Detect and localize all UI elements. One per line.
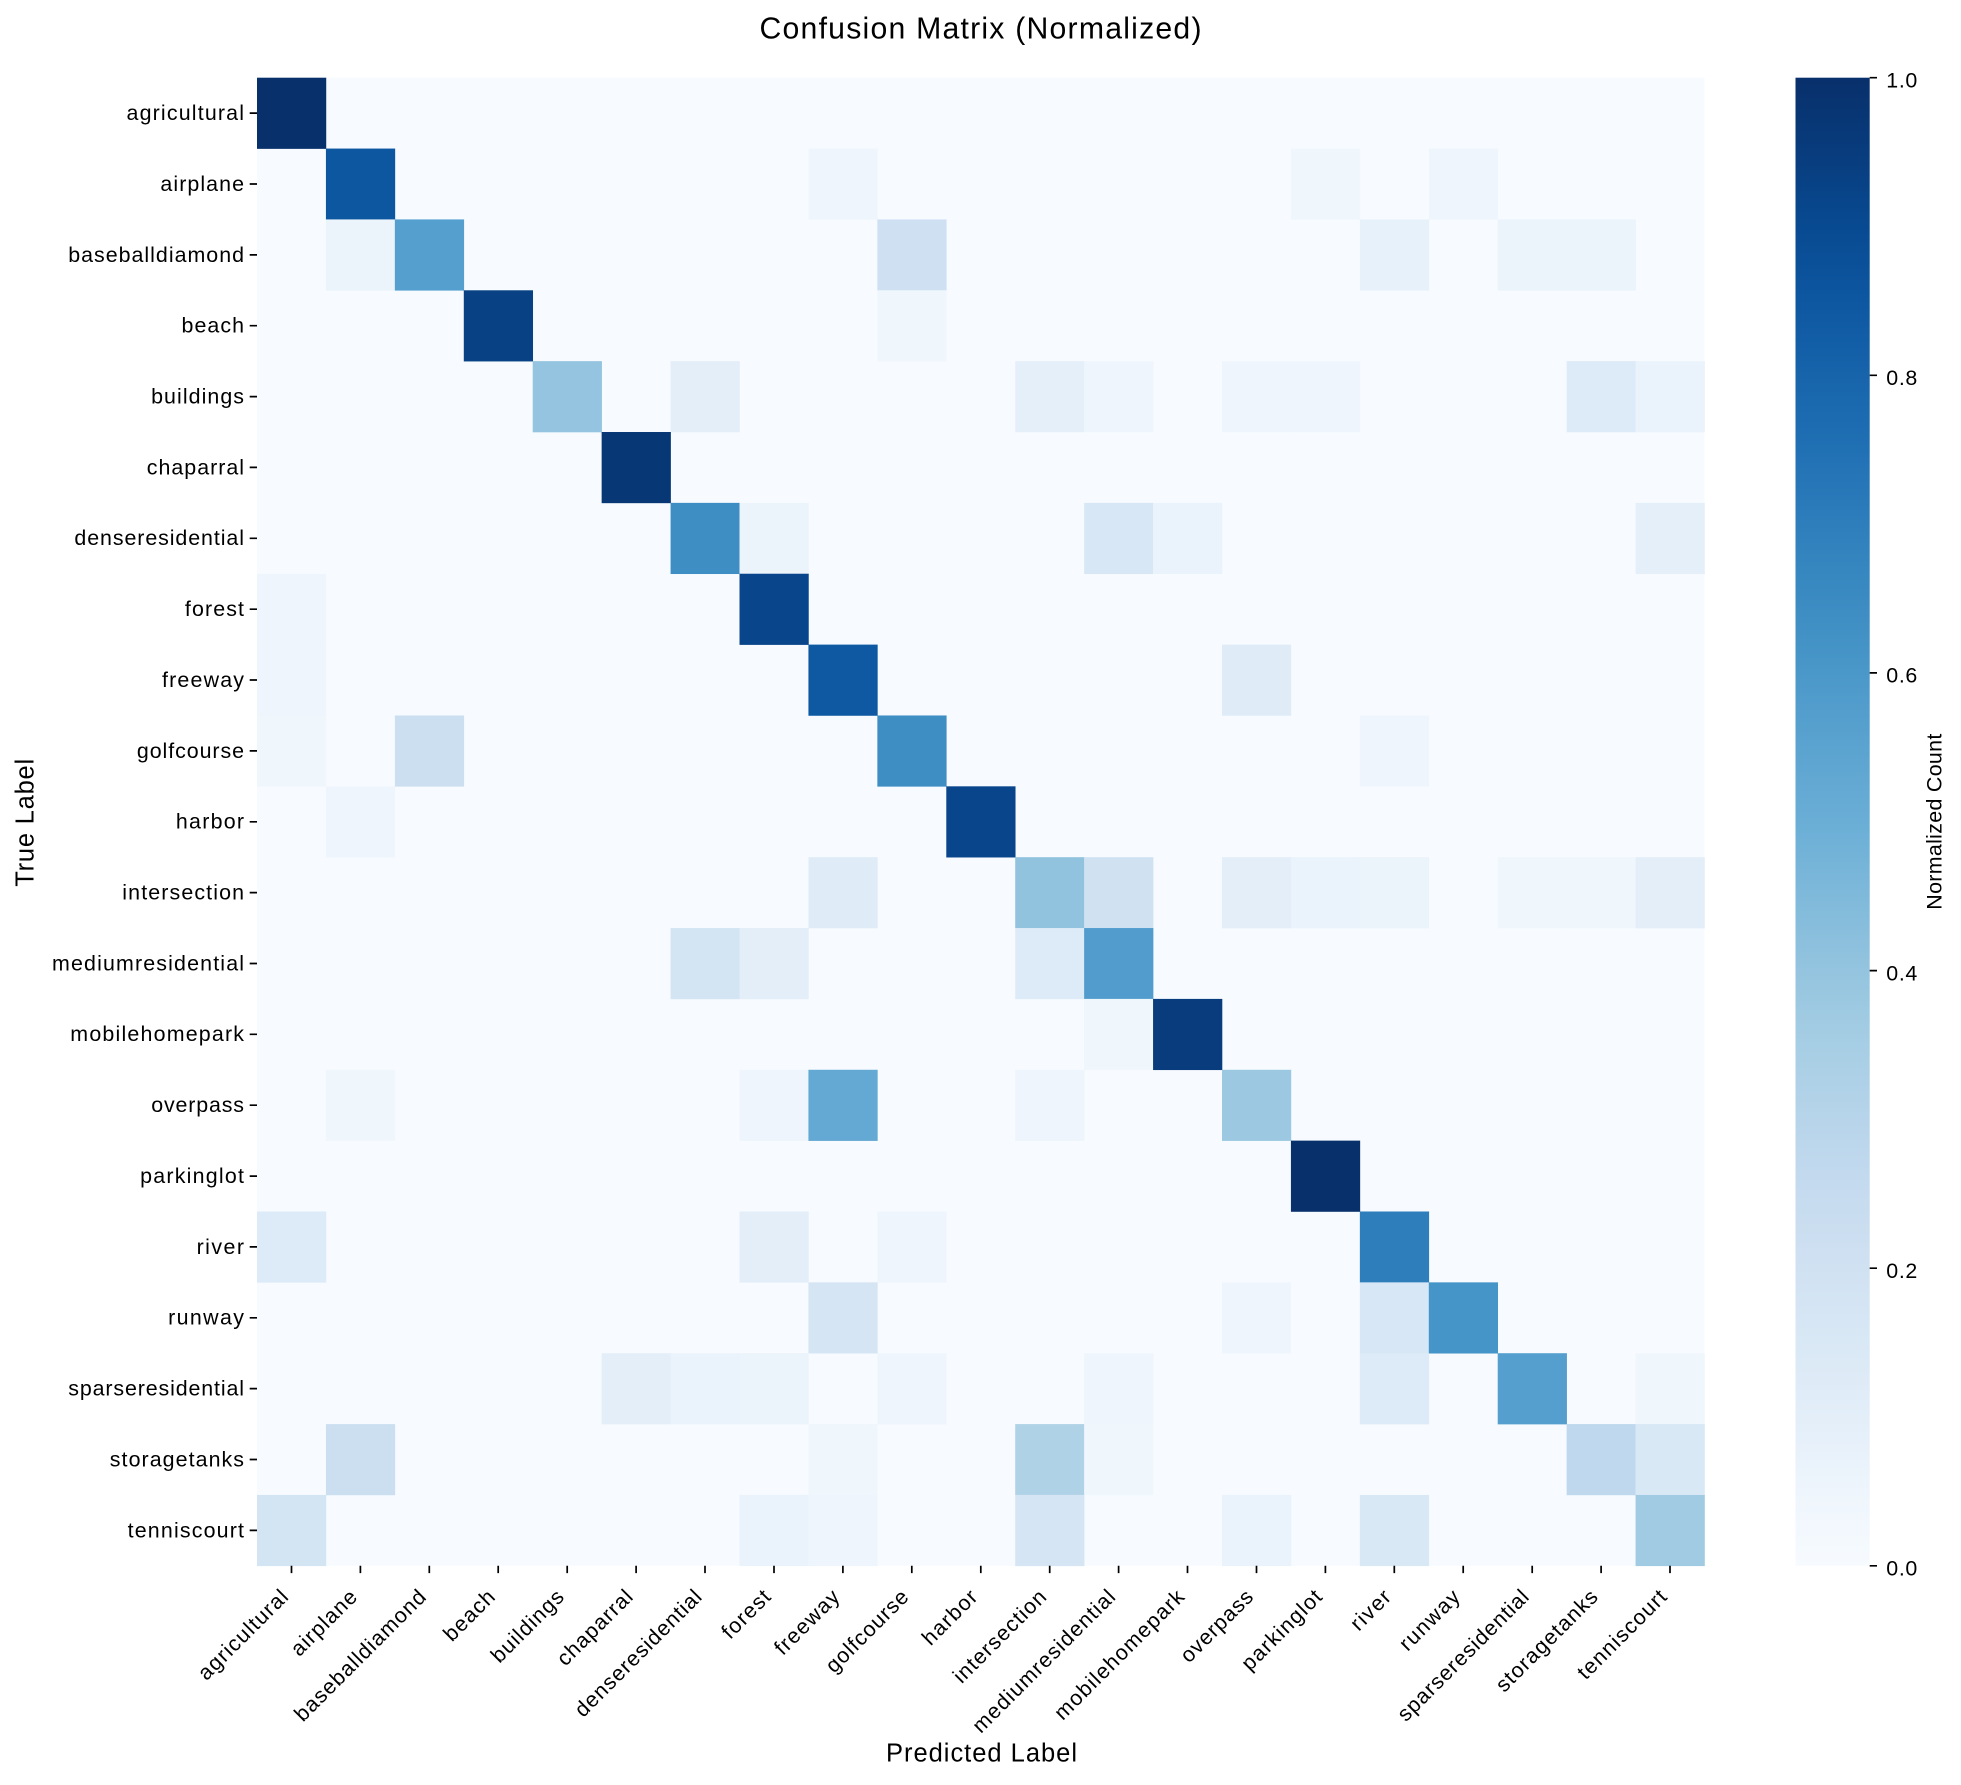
svg-text:tenniscourt: tenniscourt xyxy=(128,1518,244,1542)
svg-text:buildings: buildings xyxy=(151,384,244,408)
svg-text:parkinglot: parkinglot xyxy=(140,1164,244,1188)
svg-text:storagetanks: storagetanks xyxy=(110,1447,244,1471)
svg-text:True Label: True Label xyxy=(12,759,40,887)
svg-text:forest: forest xyxy=(185,597,244,621)
svg-text:beach: beach xyxy=(182,314,245,338)
svg-text:denseresidential: denseresidential xyxy=(74,526,244,550)
svg-text:airplane: airplane xyxy=(160,172,244,196)
svg-text:0.2: 0.2 xyxy=(1886,1259,1917,1283)
svg-text:mobilehomepark: mobilehomepark xyxy=(70,1022,244,1046)
svg-text:Normalized Count: Normalized Count xyxy=(1923,734,1947,910)
svg-text:Confusion Matrix (Normalized): Confusion Matrix (Normalized) xyxy=(760,13,1202,46)
svg-text:intersection: intersection xyxy=(122,881,244,905)
svg-text:1.0: 1.0 xyxy=(1886,69,1917,93)
svg-text:freeway: freeway xyxy=(162,668,244,692)
svg-text:sparseresidential: sparseresidential xyxy=(68,1377,244,1401)
svg-text:Predicted Label: Predicted Label xyxy=(886,1739,1077,1767)
svg-text:0.6: 0.6 xyxy=(1886,664,1917,688)
svg-text:harbor: harbor xyxy=(176,810,244,834)
svg-text:runway: runway xyxy=(168,1306,244,1330)
svg-text:0.8: 0.8 xyxy=(1886,366,1917,390)
svg-text:0.4: 0.4 xyxy=(1886,961,1917,985)
svg-text:river: river xyxy=(197,1235,244,1259)
svg-text:golfcourse: golfcourse xyxy=(137,739,244,763)
svg-text:0.0: 0.0 xyxy=(1886,1557,1917,1581)
svg-text:overpass: overpass xyxy=(151,1093,244,1117)
svg-text:baseballdiamond: baseballdiamond xyxy=(68,243,244,267)
svg-text:mediumresidential: mediumresidential xyxy=(52,951,244,975)
svg-text:agricultural: agricultural xyxy=(127,101,245,125)
svg-text:chaparral: chaparral xyxy=(147,455,244,479)
